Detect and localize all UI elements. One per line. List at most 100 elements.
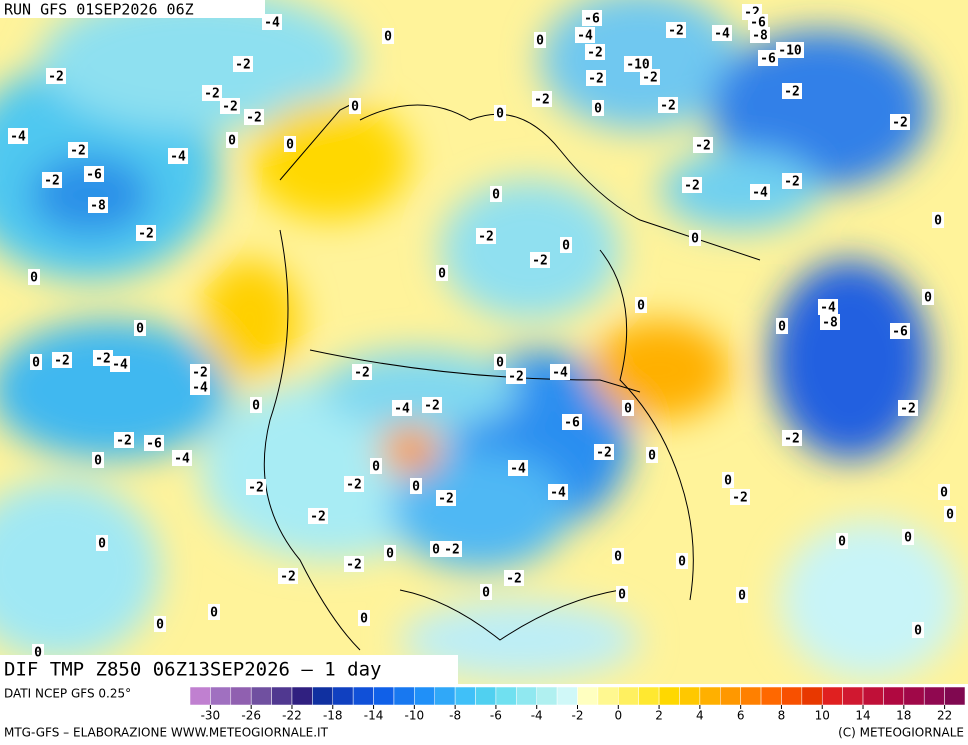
colorbar-label: -18 bbox=[323, 709, 343, 723]
contour-label: -4 bbox=[714, 27, 730, 42]
contour-label: -2 bbox=[346, 478, 362, 493]
contour-label-box bbox=[616, 586, 628, 602]
contour-label: -2 bbox=[660, 99, 676, 114]
contour-label-box bbox=[635, 297, 647, 313]
contour-label: -2 bbox=[668, 24, 684, 39]
contour-label: -4 bbox=[510, 462, 526, 477]
contour-label-box bbox=[560, 237, 572, 253]
contour-label: 0 bbox=[210, 606, 218, 621]
contour-label-box bbox=[480, 584, 492, 600]
contour-label: 0 bbox=[351, 100, 359, 115]
contour-label: -2 bbox=[588, 72, 604, 87]
color-swatch bbox=[944, 686, 966, 706]
contour-label-box bbox=[836, 533, 848, 549]
contour-label-box bbox=[532, 91, 552, 107]
colorbar-label: -6 bbox=[490, 709, 502, 723]
contour-label-box bbox=[392, 400, 412, 416]
color-swatch bbox=[189, 686, 211, 706]
contour-label: 0 bbox=[98, 537, 106, 552]
contour-label: 0 bbox=[648, 449, 656, 464]
contour-label-box bbox=[190, 364, 210, 380]
contour-label: -4 bbox=[170, 150, 186, 165]
contour-label: 0 bbox=[286, 138, 294, 153]
contour-label: 0 bbox=[691, 232, 699, 247]
contour-label: 0 bbox=[637, 299, 645, 314]
contour-label-box bbox=[172, 450, 192, 466]
contour-label-box bbox=[640, 69, 660, 85]
color-swatch bbox=[332, 686, 354, 706]
contour-label-box bbox=[712, 25, 732, 41]
contour-label-box bbox=[344, 556, 364, 572]
contour-label: -2 bbox=[235, 58, 251, 73]
contour-label: 0 bbox=[372, 460, 380, 475]
contour-label: -2 bbox=[444, 543, 460, 558]
contour-label: 0 bbox=[738, 589, 746, 604]
run-label: RUN GFS 01SEP2026 06Z bbox=[4, 1, 194, 19]
contour-label-box bbox=[689, 230, 701, 246]
color-swatch bbox=[516, 686, 537, 706]
contour-label: 0 bbox=[228, 134, 236, 149]
color-swatch bbox=[740, 686, 762, 706]
colorbar-label: -26 bbox=[241, 709, 261, 723]
contour-label: -2 bbox=[95, 352, 111, 367]
contour-label: -4 bbox=[264, 16, 280, 31]
contour-label-box bbox=[530, 252, 550, 268]
contour-label-box bbox=[750, 184, 770, 200]
contour-label: 0 bbox=[778, 320, 786, 335]
color-swatch bbox=[250, 686, 272, 706]
contour-label-box bbox=[410, 478, 422, 494]
contour-label-box bbox=[782, 430, 802, 446]
color-swatch bbox=[454, 686, 476, 706]
contour-label-box bbox=[262, 14, 282, 30]
contour-label-box bbox=[658, 97, 678, 113]
contour-label-box bbox=[246, 479, 266, 495]
contour-label: -2 bbox=[48, 70, 64, 85]
contour-label-box bbox=[8, 128, 28, 144]
color-swatch bbox=[312, 686, 334, 706]
contour-label: -2 bbox=[900, 402, 916, 417]
contour-label: -2 bbox=[44, 174, 60, 189]
colorbar-label: -8 bbox=[449, 709, 461, 723]
contour-label-box bbox=[370, 458, 382, 474]
caption-box bbox=[0, 655, 458, 684]
contour-label: -2 bbox=[222, 100, 238, 115]
contour-label: -2 bbox=[532, 254, 548, 269]
contour-label-box bbox=[168, 148, 188, 164]
contour-label-box bbox=[624, 56, 652, 72]
contour-label: 0 bbox=[624, 402, 632, 417]
contour-label-box bbox=[534, 32, 546, 48]
contour-label: -2 bbox=[784, 175, 800, 190]
contour-label: -6 bbox=[146, 437, 162, 452]
contour-label: -4 bbox=[550, 486, 566, 501]
contour-label-box bbox=[592, 100, 604, 116]
contour-label-box bbox=[110, 356, 130, 372]
contour-label-box bbox=[550, 364, 570, 380]
contour-label-box bbox=[430, 541, 442, 557]
contour-label-box bbox=[682, 177, 702, 193]
contour-label: -2 bbox=[248, 481, 264, 496]
contour-label: 0 bbox=[838, 535, 846, 550]
contour-label: -2 bbox=[642, 71, 658, 86]
contour-label-box bbox=[436, 265, 448, 281]
color-swatch bbox=[352, 686, 374, 706]
contour-label: 0 bbox=[438, 267, 446, 282]
color-swatch bbox=[658, 686, 680, 706]
color-swatch bbox=[781, 686, 803, 706]
color-swatch bbox=[679, 686, 701, 706]
contour-label-box bbox=[190, 379, 210, 395]
color-swatch bbox=[536, 686, 558, 706]
credits: MTG-GFS – ELABORAZIONE WWW.METEOGIORNALE… bbox=[4, 726, 329, 740]
colorbar-label: 14 bbox=[855, 709, 870, 723]
contour-label: -2 bbox=[54, 354, 70, 369]
contour-label: -6 bbox=[760, 52, 776, 67]
contour-label: -2 bbox=[732, 491, 748, 506]
contour-label: 0 bbox=[360, 612, 368, 627]
contour-label-box bbox=[202, 85, 222, 101]
contour-label-box bbox=[349, 98, 361, 114]
colorbar-label: -14 bbox=[364, 709, 384, 723]
color-swatch bbox=[801, 686, 823, 706]
contour-label-box bbox=[586, 70, 606, 86]
contour-label-box bbox=[244, 109, 264, 125]
contour-label: -6 bbox=[564, 416, 580, 431]
